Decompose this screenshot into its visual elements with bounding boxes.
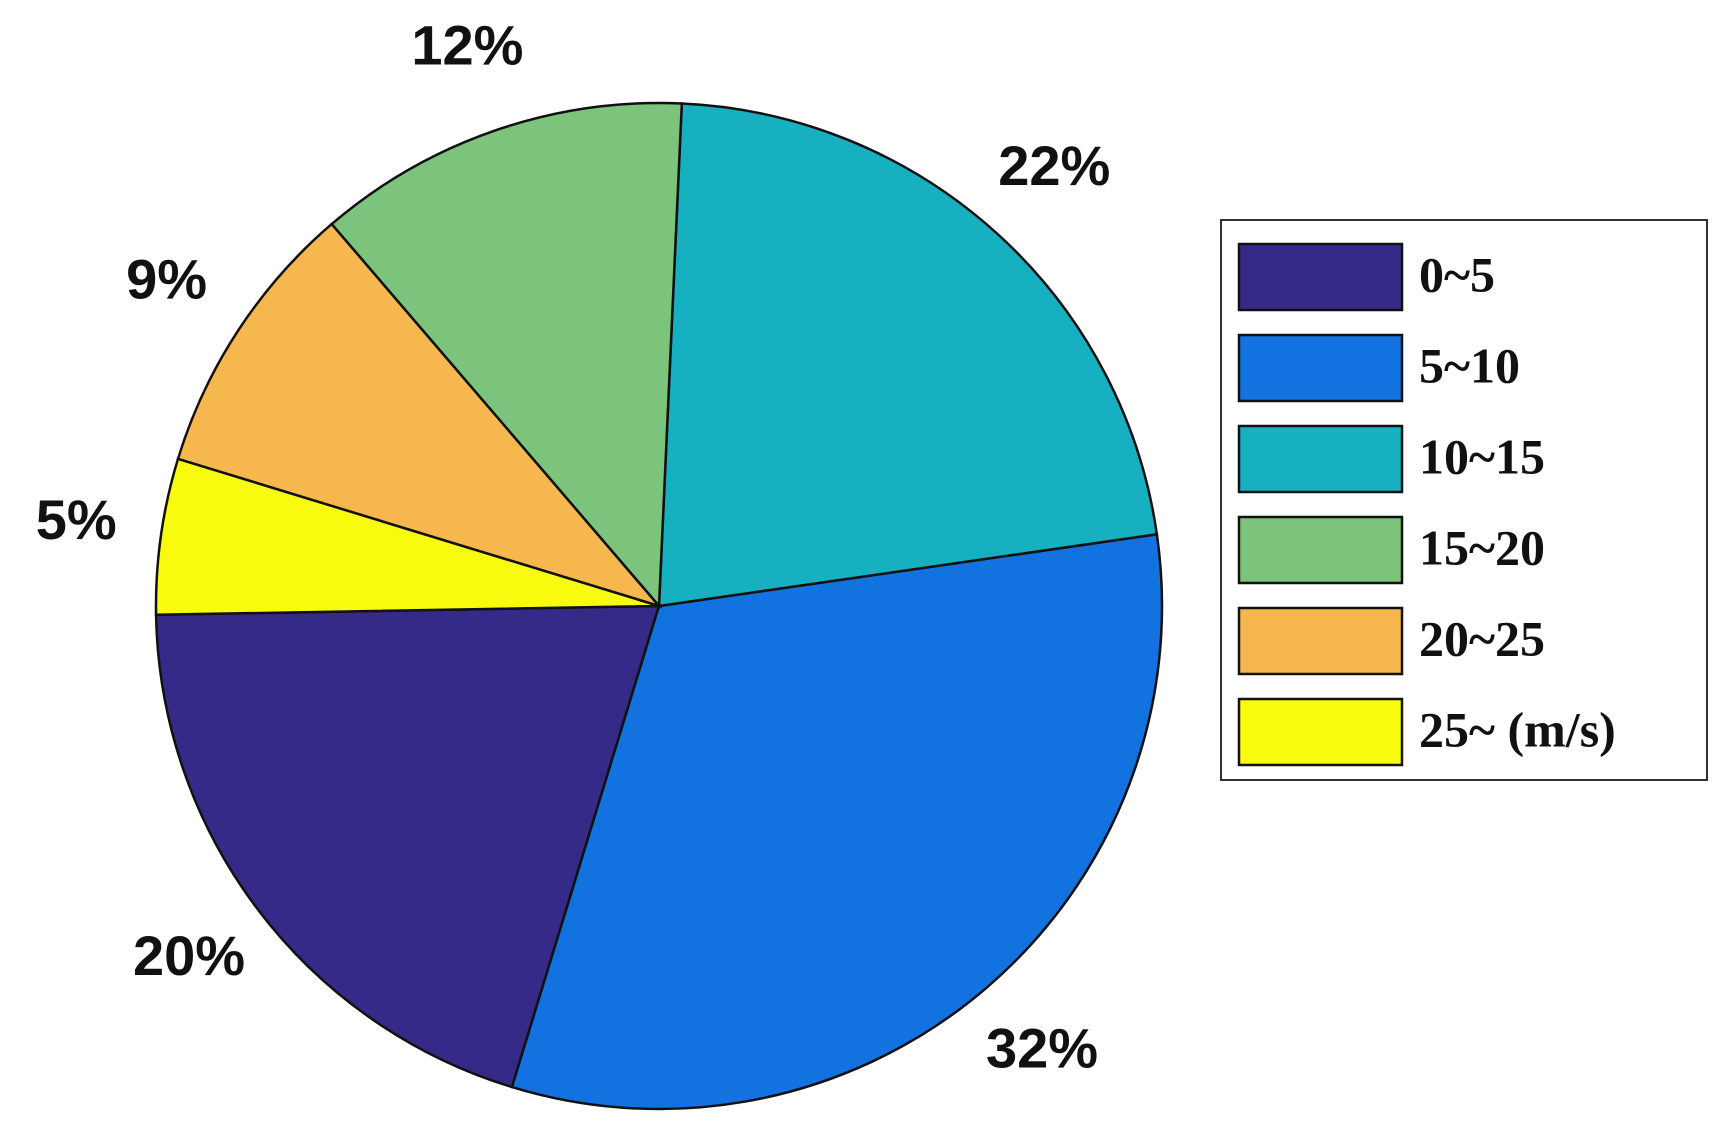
legend-box	[1220, 219, 1708, 781]
pie-slice	[510, 532, 1164, 1111]
legend-label: 5~10	[1419, 337, 1520, 393]
value-label: 5%	[36, 488, 117, 551]
value-label: 32%	[986, 1017, 1098, 1080]
pie-slice	[154, 604, 661, 1089]
legend-swatch	[1237, 424, 1404, 494]
legend-swatch	[1237, 515, 1404, 585]
value-label: 20%	[133, 924, 245, 987]
legend-swatch	[1237, 242, 1404, 312]
legend-label: 20~25	[1419, 610, 1545, 666]
pie-slice	[176, 222, 663, 609]
pie-slice	[657, 102, 1159, 608]
pie-slice	[329, 101, 684, 610]
value-label: 12%	[411, 13, 523, 76]
legend-label: 0~5	[1419, 246, 1495, 302]
legend-swatch	[1237, 697, 1404, 767]
value-label: 22%	[998, 134, 1110, 197]
value-label: 9%	[126, 248, 207, 311]
legend-label: 10~15	[1419, 428, 1545, 484]
legend-swatch	[1237, 333, 1404, 403]
legend-label: 15~20	[1419, 519, 1545, 575]
legend-label: 25~ (m/s)	[1419, 701, 1616, 757]
pie-slice	[154, 457, 660, 617]
legend-swatch	[1237, 606, 1404, 676]
